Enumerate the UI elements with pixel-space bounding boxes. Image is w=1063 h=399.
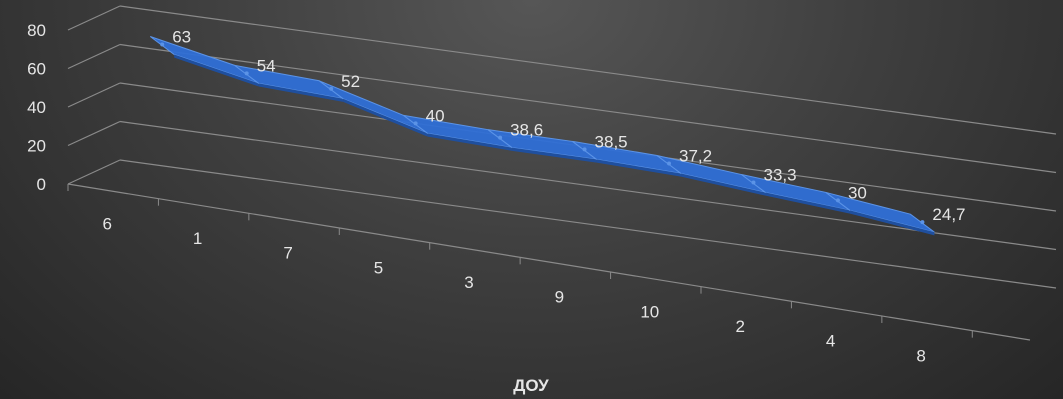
gridline-side xyxy=(67,43,121,70)
data-label: 52 xyxy=(341,72,360,91)
data-point xyxy=(244,71,249,76)
gridline-side xyxy=(67,82,121,108)
data-point xyxy=(667,161,672,166)
gridline-side xyxy=(67,5,121,31)
series-ribbon xyxy=(149,36,935,236)
ribbon-edge xyxy=(174,54,259,87)
y-tick-label: 60 xyxy=(27,60,46,79)
gridline xyxy=(119,120,1057,251)
data-label: 24,7 xyxy=(932,205,965,224)
data-label: 63 xyxy=(172,28,191,47)
x-tick-label: 7 xyxy=(283,244,292,263)
y-tick-label: 80 xyxy=(27,21,46,40)
x-axis-title: ДОУ xyxy=(513,376,549,395)
data-label: 54 xyxy=(257,56,276,75)
ribbon-segment xyxy=(825,191,935,233)
ribbon-edge xyxy=(258,83,344,102)
ribbon-edge xyxy=(427,133,513,151)
data-point xyxy=(160,42,165,47)
y-tick-label: 0 xyxy=(37,175,46,194)
data-point xyxy=(498,135,503,140)
gridline xyxy=(119,5,1057,135)
x-tick-label: 3 xyxy=(464,273,473,292)
ribbon-edge xyxy=(849,210,935,236)
data-point xyxy=(329,86,334,91)
data-point xyxy=(582,147,587,152)
gridline-side xyxy=(67,120,121,147)
ribbon-edge xyxy=(681,173,766,196)
y-tick-label: 40 xyxy=(27,98,46,117)
x-tick-label: 1 xyxy=(193,229,202,248)
data-label: 38,5 xyxy=(595,132,628,151)
data-label: 40 xyxy=(426,106,445,125)
x-tick-label: 5 xyxy=(374,258,383,277)
ribbon-segment xyxy=(149,36,259,84)
ribbon-edge xyxy=(596,159,682,177)
data-label: 33,3 xyxy=(763,166,796,185)
axes: 0 20 40 60 80 6 1 7 5 3 9 10 2 4 8 xyxy=(27,21,1031,365)
data-label: 38,6 xyxy=(510,121,543,140)
data-point xyxy=(413,121,418,126)
ribbon-edge xyxy=(765,192,850,214)
gridline-side xyxy=(67,159,121,185)
x-tick-label: 6 xyxy=(102,214,111,233)
x-tick-label: 2 xyxy=(735,317,744,336)
gridline xyxy=(119,43,1057,174)
y-tick-label: 20 xyxy=(27,137,46,156)
x-tick-label: 8 xyxy=(916,346,925,365)
data-label: 37,2 xyxy=(679,146,712,165)
data-label: 30 xyxy=(848,183,867,202)
x-axis-line xyxy=(67,183,1031,341)
ribbon-segment xyxy=(318,80,428,134)
data-point xyxy=(751,180,756,185)
x-tick-label: 4 xyxy=(826,332,835,351)
data-labels: 63 54 52 40 38,6 38,5 37,2 33,3 30 24,7 xyxy=(172,28,965,225)
gridline xyxy=(119,159,1057,289)
ribbon-edge xyxy=(343,98,428,137)
data-point xyxy=(835,198,840,203)
x-tick-label: 9 xyxy=(555,288,564,307)
data-point xyxy=(920,220,925,225)
ribbon-edge xyxy=(512,147,597,163)
x-tick-label: 10 xyxy=(640,302,659,321)
